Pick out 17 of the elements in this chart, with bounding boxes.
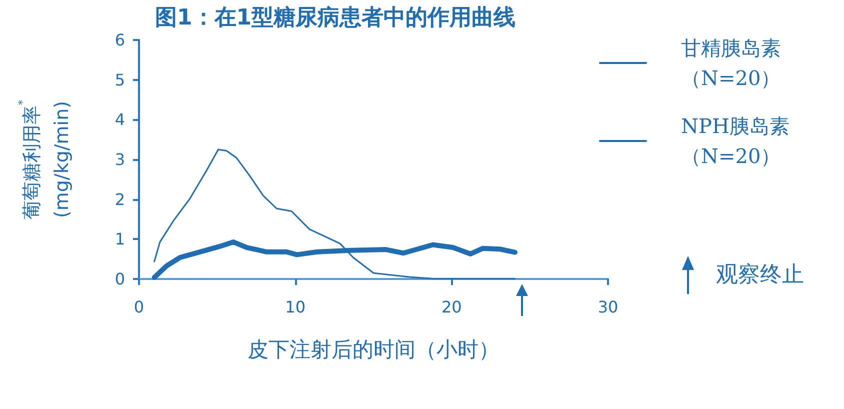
x-tick-label: 10 (285, 298, 306, 316)
x-tick-label: 0 (134, 298, 144, 316)
y-tick-label: 3 (114, 150, 125, 169)
y-tick-label: 1 (114, 230, 125, 249)
y-tick-label: 5 (114, 70, 125, 90)
y-tick-label: 4 (114, 110, 125, 130)
x-tick-label: 30 (598, 298, 618, 316)
y-tick-label: 2 (114, 190, 125, 209)
legend-label: 甘精胰岛素（N=20） (681, 36, 781, 90)
y-tick-label: 6 (114, 30, 125, 50)
x-tick-label: 20 (441, 298, 462, 316)
chart-title: 图1：在1型糖尿病患者中的作用曲线 (155, 6, 516, 30)
y-tick-label: 0 (114, 270, 125, 288)
x-axis-title: 皮下注射后的时间（小时） (248, 338, 500, 362)
legend-label: NPH胰岛素（N=20） (681, 114, 790, 168)
text: 葡萄糖利用率* (mg/kg/min) (16, 100, 73, 220)
text: 观察终止 (716, 262, 804, 288)
